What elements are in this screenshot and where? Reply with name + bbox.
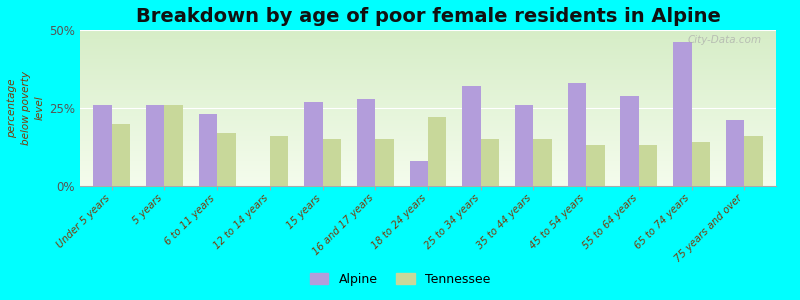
Bar xyxy=(217,133,235,186)
Bar xyxy=(726,121,744,186)
Bar xyxy=(270,136,288,186)
Bar xyxy=(304,102,322,186)
Bar xyxy=(481,139,499,186)
Bar xyxy=(164,105,183,186)
Bar xyxy=(515,105,534,186)
Bar xyxy=(534,139,552,186)
Bar xyxy=(375,139,394,186)
Bar xyxy=(673,43,692,186)
Bar xyxy=(322,139,341,186)
Bar xyxy=(93,105,112,186)
Bar xyxy=(586,146,605,186)
Legend: Alpine, Tennessee: Alpine, Tennessee xyxy=(305,268,495,291)
Bar xyxy=(744,136,763,186)
Bar xyxy=(410,161,428,186)
Bar xyxy=(568,83,586,186)
Bar xyxy=(462,86,481,186)
Bar xyxy=(639,146,658,186)
Bar xyxy=(146,105,164,186)
Bar xyxy=(112,124,130,186)
Text: City-Data.com: City-Data.com xyxy=(688,35,762,45)
Bar xyxy=(428,117,446,186)
Y-axis label: percentage
below poverty
level: percentage below poverty level xyxy=(7,71,45,145)
Bar xyxy=(198,114,217,186)
Title: Breakdown by age of poor female residents in Alpine: Breakdown by age of poor female resident… xyxy=(135,7,721,26)
Bar xyxy=(692,142,710,186)
Bar xyxy=(357,99,375,186)
Bar xyxy=(621,95,639,186)
